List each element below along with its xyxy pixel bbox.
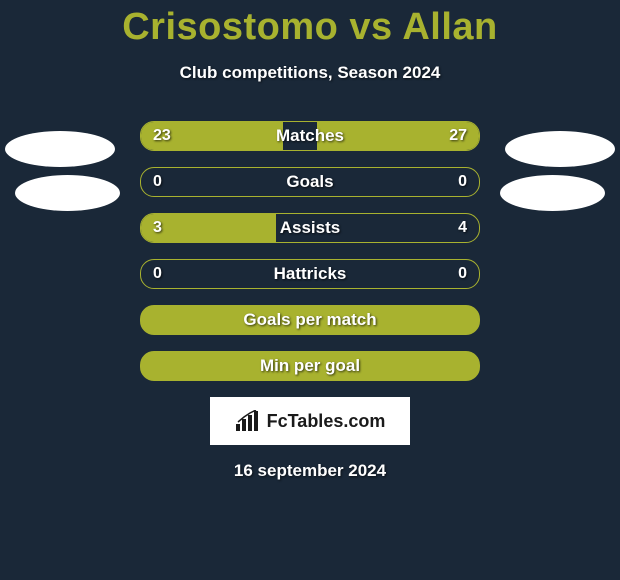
stat-label: Goals per match	[141, 306, 479, 334]
stat-row: Min per goal	[140, 351, 480, 381]
player-right-avatar-shadow	[500, 175, 605, 211]
subtitle: Club competitions, Season 2024	[0, 63, 620, 83]
player-left-avatar	[5, 131, 115, 167]
stat-label: Assists	[141, 214, 479, 242]
chart-icon	[235, 410, 261, 432]
stat-row: 0Goals0	[140, 167, 480, 197]
player-left-avatar-shadow	[15, 175, 120, 211]
stat-row: 23Matches27	[140, 121, 480, 151]
stat-row: 0Hattricks0	[140, 259, 480, 289]
logo-text: FcTables.com	[267, 411, 386, 432]
stat-value-right: 0	[458, 168, 467, 196]
stat-label: Matches	[141, 122, 479, 150]
stat-label: Goals	[141, 168, 479, 196]
stat-value-right: 0	[458, 260, 467, 288]
stat-value-right: 4	[458, 214, 467, 242]
footer-date: 16 september 2024	[0, 461, 620, 481]
player-right-avatar	[505, 131, 615, 167]
logo-box: FcTables.com	[210, 397, 410, 445]
stat-row: 3Assists4	[140, 213, 480, 243]
page-title: Crisostomo vs Allan	[0, 0, 620, 49]
stat-label: Hattricks	[141, 260, 479, 288]
stats-area: 23Matches270Goals03Assists40Hattricks0Go…	[0, 121, 620, 381]
stat-value-right: 27	[449, 122, 467, 150]
bars-container: 23Matches270Goals03Assists40Hattricks0Go…	[140, 121, 480, 381]
stat-label: Min per goal	[141, 352, 479, 380]
stat-row: Goals per match	[140, 305, 480, 335]
